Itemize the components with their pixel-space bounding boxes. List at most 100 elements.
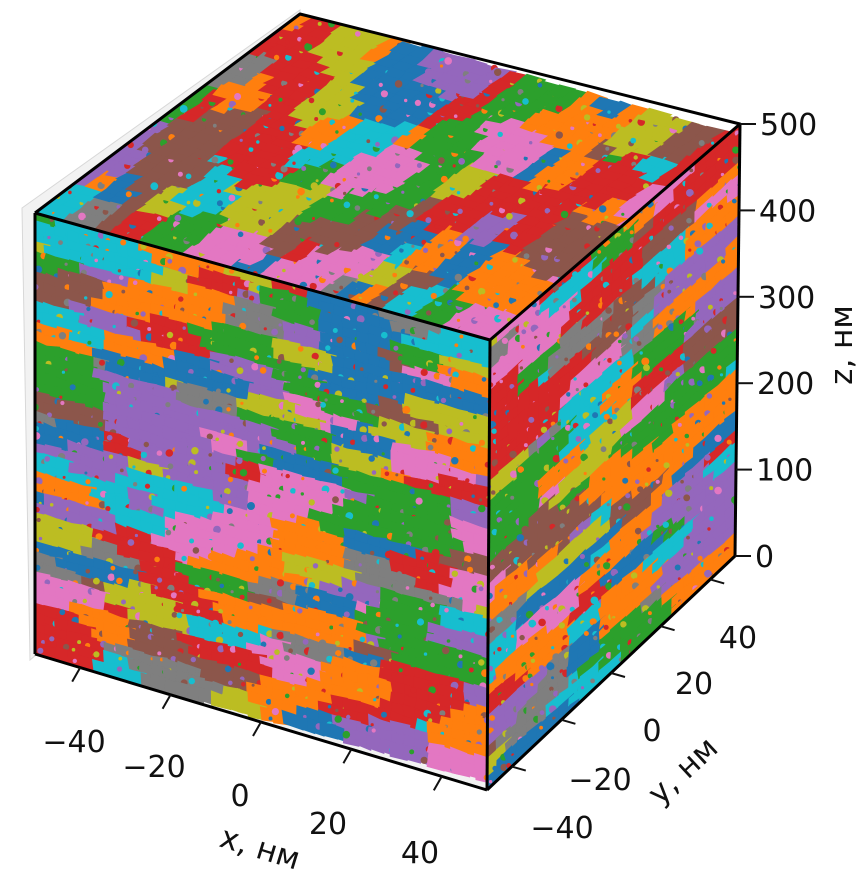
front-face-speckle (384, 471, 390, 477)
front-face-speckle (156, 450, 163, 457)
top-face-speckle (314, 117, 319, 121)
top-face-voxel (384, 63, 416, 80)
top-face-speckle (366, 139, 371, 144)
front-face-speckle (340, 489, 345, 494)
right-face-speckle (573, 377, 577, 381)
front-face-speckle (206, 265, 210, 269)
top-face-speckle (179, 105, 188, 113)
top-face-speckle (330, 161, 337, 169)
front-face-speckle (146, 476, 151, 482)
top-face-voxel (665, 117, 700, 133)
top-face-voxel (366, 153, 405, 168)
top-face-speckle (470, 245, 477, 252)
front-face-speckle (262, 468, 267, 474)
top-face-speckle (494, 164, 498, 169)
front-face-speckle (215, 437, 219, 442)
right-face-speckle (510, 495, 515, 500)
top-face-speckle (404, 259, 409, 265)
top-face-speckle (399, 248, 404, 253)
front-face-speckle (478, 430, 484, 436)
top-face-speckle (373, 194, 379, 200)
front-face-speckle (409, 749, 415, 755)
front-face-speckle (98, 501, 107, 509)
top-face-speckle (575, 172, 579, 176)
front-face-speckle (324, 398, 328, 402)
front-face-speckle (58, 332, 67, 340)
right-face-speckle (622, 333, 628, 339)
top-face-speckle (452, 164, 456, 168)
top-face-speckle (425, 217, 432, 224)
front-face-speckle (420, 368, 428, 376)
top-face-speckle (453, 114, 458, 118)
top-face-speckle (633, 155, 638, 160)
front-face-speckle (369, 550, 375, 556)
top-face-speckle (555, 104, 563, 113)
front-face-speckle (154, 556, 160, 563)
front-face-speckle (429, 596, 433, 600)
top-face-speckle (248, 147, 254, 152)
top-face-speckle (334, 241, 340, 248)
front-face-speckle (140, 451, 148, 459)
front-face-speckle (363, 373, 368, 378)
front-face-speckle (478, 439, 485, 446)
top-face-speckle (330, 198, 334, 203)
top-face-speckle (421, 239, 427, 245)
front-face-speckle (48, 309, 54, 315)
front-face-speckle (283, 655, 290, 661)
front-face-speckle (315, 545, 320, 549)
front-face-speckle (119, 275, 124, 280)
top-face-speckle (628, 119, 633, 123)
right-face-speckle (551, 436, 555, 441)
front-face-speckle (85, 501, 89, 505)
front-face-speckle (258, 616, 267, 625)
front-face-speckle (285, 473, 290, 479)
right-face-speckle (719, 373, 724, 377)
front-face-speckle (392, 536, 398, 541)
top-face-voxel (358, 253, 396, 269)
front-face-speckle (430, 602, 435, 608)
top-face-speckle (512, 257, 518, 263)
right-face-speckle (602, 477, 606, 481)
front-face-speckle (236, 457, 243, 465)
front-face-speckle (181, 555, 187, 562)
front-face-speckle (428, 483, 434, 488)
front-face-speckle (239, 469, 248, 477)
front-face-speckle (206, 649, 212, 656)
front-face-speckle (274, 649, 280, 655)
front-face-speckle (381, 421, 387, 427)
front-face-speckle (301, 440, 305, 445)
front-face-speckle (409, 488, 416, 495)
front-face-speckle (58, 240, 63, 246)
top-face-voxel (150, 221, 190, 237)
front-face-speckle (120, 537, 124, 541)
front-face-speckle (240, 401, 244, 405)
front-face-speckle (288, 648, 293, 654)
front-face-speckle (395, 623, 399, 627)
top-face-speckle (606, 186, 613, 193)
front-face-speckle (478, 498, 483, 502)
front-face-speckle (415, 497, 423, 505)
top-face-speckle (309, 282, 317, 290)
front-face-speckle (169, 341, 178, 350)
front-face-speckle (132, 482, 138, 487)
top-face-speckle (523, 156, 528, 161)
front-face-speckle (133, 569, 138, 575)
front-face-speckle (478, 586, 484, 592)
front-face-speckle (340, 399, 344, 403)
front-face-speckle (290, 583, 297, 590)
front-face-speckle (64, 284, 71, 291)
front-face-speckle (268, 716, 273, 721)
front-face-speckle (134, 533, 138, 538)
front-face-speckle (87, 340, 92, 345)
top-face-speckle (268, 103, 272, 107)
front-face-speckle (241, 682, 246, 687)
top-face-speckle (494, 68, 502, 77)
front-face-speckle (359, 426, 367, 434)
top-face-speckle (356, 172, 361, 176)
front-face-speckle (373, 698, 377, 702)
top-face-speckle (630, 137, 637, 144)
front-face-speckle (205, 505, 210, 510)
front-face-speckle (166, 331, 174, 339)
front-face-speckle (478, 659, 485, 666)
top-face-speckle (174, 214, 182, 222)
